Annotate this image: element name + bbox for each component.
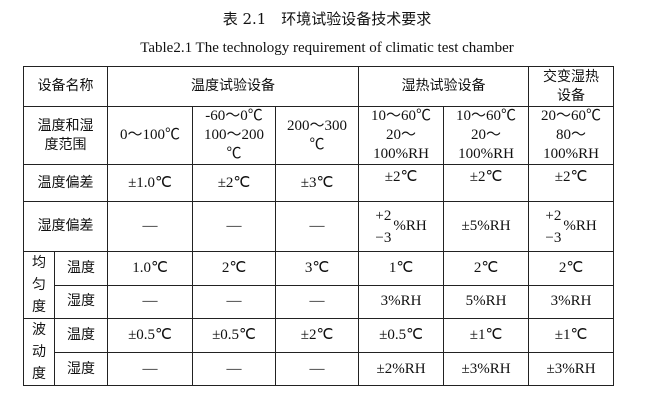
cell: ±2℃ bbox=[528, 164, 615, 202]
header-temp: 温度试验设备 bbox=[106, 66, 360, 107]
table-row: 湿度偏差 — — — +2 −3 %RH ±5%RH +2 −3 %RH bbox=[23, 201, 615, 252]
cell: — bbox=[192, 352, 276, 386]
cell: ±3%RH bbox=[443, 352, 530, 386]
table-row: 温度偏差 ±1.0℃ ±2℃ ±3℃ ±2℃ ±2℃ ±2℃ bbox=[23, 164, 615, 202]
cell: — bbox=[192, 284, 276, 319]
cell: 3℃ bbox=[274, 251, 360, 286]
header-humid: 湿热试验设备 bbox=[358, 66, 530, 107]
table-row: 波动度 温度 ±0.5℃ ±0.5℃ ±2℃ ±0.5℃ ±1℃ ±1℃ bbox=[23, 318, 615, 386]
cell: — bbox=[274, 201, 360, 252]
cell: ±1℃ bbox=[528, 318, 615, 353]
cell: 1℃ bbox=[358, 251, 445, 286]
caption-english: Table2.1 The technology requirement of c… bbox=[140, 40, 514, 56]
cell: ±0.5℃ bbox=[192, 318, 276, 353]
header-row: 设备名称 温度试验设备 湿热试验设备 交变湿热设备 bbox=[23, 66, 615, 107]
cell: — bbox=[192, 201, 276, 252]
group-label: 波动度 bbox=[23, 318, 55, 386]
cell: — bbox=[107, 352, 193, 386]
row-label: 湿度 bbox=[54, 352, 108, 386]
cell: ±2℃ bbox=[274, 318, 360, 353]
cell: ±0.5℃ bbox=[107, 318, 193, 353]
cell: — bbox=[107, 201, 193, 252]
minus-tolerance: −3 bbox=[545, 229, 562, 246]
cell: +2 −3 %RH bbox=[528, 201, 615, 252]
table-row: 均匀度 温度 1.0℃ 2℃ 3℃ 1℃ 2℃ 2℃ bbox=[23, 251, 615, 319]
cell: +2 −3 %RH bbox=[358, 201, 445, 252]
row-label: 湿度 bbox=[54, 284, 108, 319]
cell: ±1℃ bbox=[443, 318, 530, 353]
cell: 10～60℃ 20～ 100%RH bbox=[443, 106, 530, 165]
cell: ±5%RH bbox=[443, 201, 530, 252]
cell: — bbox=[274, 284, 360, 319]
cell: ±3%RH bbox=[528, 352, 615, 386]
cell: 20～60℃ 80～ 100%RH bbox=[528, 106, 615, 165]
cell: 2℃ bbox=[192, 251, 276, 286]
row-label: 温度和湿度范围 bbox=[23, 106, 108, 165]
minus-tolerance: −3 bbox=[375, 229, 392, 246]
cell: 1.0℃ bbox=[107, 251, 193, 286]
row-label: 湿度偏差 bbox=[23, 201, 108, 252]
cell: — bbox=[274, 352, 360, 386]
cell: — bbox=[107, 284, 193, 319]
table-row: 湿度 — — — 3%RH 5%RH 3%RH bbox=[24, 284, 615, 319]
cell: ±2%RH bbox=[358, 352, 445, 386]
cell: 0～100℃ bbox=[107, 106, 193, 165]
row-label: 温度 bbox=[54, 251, 108, 286]
cell: ±3℃ bbox=[274, 164, 360, 202]
cell: 5%RH bbox=[443, 284, 530, 319]
cell: 2℃ bbox=[443, 251, 530, 286]
group-label: 均匀度 bbox=[23, 251, 55, 319]
requirements-table: 设备名称 温度试验设备 湿热试验设备 交变湿热设备 温度和湿度范围 0～100℃… bbox=[23, 66, 615, 386]
cell: 200～300 ℃ bbox=[274, 106, 360, 165]
cell: ±2℃ bbox=[443, 164, 530, 202]
row-label: 温度 bbox=[54, 318, 108, 353]
cell: ±1.0℃ bbox=[107, 164, 193, 202]
cell: ±0.5℃ bbox=[358, 318, 445, 353]
header-name: 设备名称 bbox=[23, 66, 108, 107]
table-row: 温度和湿度范围 0～100℃ -60～0℃ 100～200 ℃ 200～300 … bbox=[23, 106, 615, 165]
caption-chinese: 表 2.1 环境试验设备技术要求 bbox=[222, 10, 432, 28]
row-label: 温度偏差 bbox=[23, 164, 108, 202]
cell: 3%RH bbox=[358, 284, 445, 319]
cell: 10～60℃ 20～ 100%RH bbox=[358, 106, 445, 165]
cell: ±2℃ bbox=[358, 164, 445, 202]
plus-tolerance: +2 bbox=[545, 207, 562, 224]
cell: -60～0℃ 100～200 ℃ bbox=[192, 106, 276, 165]
unit: %RH bbox=[393, 218, 427, 234]
unit: %RH bbox=[563, 218, 597, 234]
table-row: 湿度 — — — ±2%RH ±3%RH ±3%RH bbox=[24, 352, 615, 386]
cell: 2℃ bbox=[528, 251, 615, 286]
header-alt: 交变湿热设备 bbox=[528, 66, 615, 107]
cell: ±2℃ bbox=[192, 164, 276, 202]
cell: 3%RH bbox=[528, 284, 615, 319]
plus-tolerance: +2 bbox=[375, 207, 392, 224]
